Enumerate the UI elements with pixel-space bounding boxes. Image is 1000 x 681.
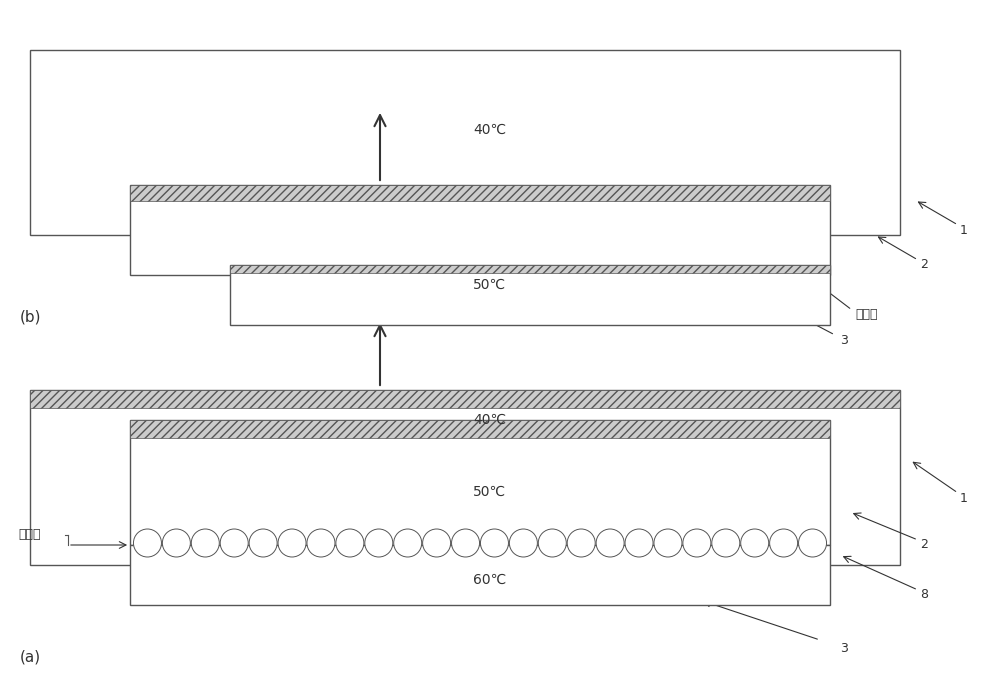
Bar	[130, 185, 830, 275]
Circle shape	[625, 529, 653, 557]
Text: 2: 2	[920, 259, 928, 272]
Circle shape	[741, 529, 769, 557]
Circle shape	[770, 529, 798, 557]
Text: 50℃: 50℃	[473, 278, 507, 292]
Bar	[130, 545, 830, 605]
Circle shape	[191, 529, 219, 557]
Circle shape	[220, 529, 248, 557]
Circle shape	[683, 529, 711, 557]
Text: 压接区: 压接区	[18, 528, 40, 541]
Bar	[30, 50, 900, 235]
Text: 1: 1	[960, 223, 968, 236]
Text: 3: 3	[840, 642, 848, 654]
Circle shape	[712, 529, 740, 557]
Bar	[130, 420, 830, 545]
Text: 8: 8	[920, 588, 928, 601]
Text: 40℃: 40℃	[473, 123, 507, 137]
Circle shape	[509, 529, 537, 557]
Circle shape	[162, 529, 190, 557]
Text: 1: 1	[960, 492, 968, 505]
Circle shape	[365, 529, 393, 557]
Text: 60℃: 60℃	[473, 573, 507, 587]
Bar	[230, 265, 830, 325]
Bar	[30, 390, 900, 408]
Bar	[130, 420, 830, 438]
Bar	[30, 390, 900, 565]
Circle shape	[596, 529, 624, 557]
Circle shape	[480, 529, 508, 557]
Text: (b): (b)	[20, 310, 42, 325]
Text: 焊接区: 焊接区	[855, 308, 878, 321]
Circle shape	[394, 529, 422, 557]
Circle shape	[799, 529, 827, 557]
Text: 40℃: 40℃	[473, 413, 507, 427]
Circle shape	[423, 529, 451, 557]
Text: (a): (a)	[20, 650, 41, 665]
Bar	[130, 185, 830, 201]
Circle shape	[538, 529, 566, 557]
Circle shape	[278, 529, 306, 557]
Bar	[230, 265, 830, 273]
Circle shape	[654, 529, 682, 557]
Circle shape	[133, 529, 161, 557]
Circle shape	[307, 529, 335, 557]
Text: 3: 3	[840, 334, 848, 347]
Circle shape	[567, 529, 595, 557]
Circle shape	[336, 529, 364, 557]
Text: 2: 2	[920, 539, 928, 552]
Circle shape	[452, 529, 480, 557]
Circle shape	[249, 529, 277, 557]
Text: 50℃: 50℃	[473, 485, 507, 499]
